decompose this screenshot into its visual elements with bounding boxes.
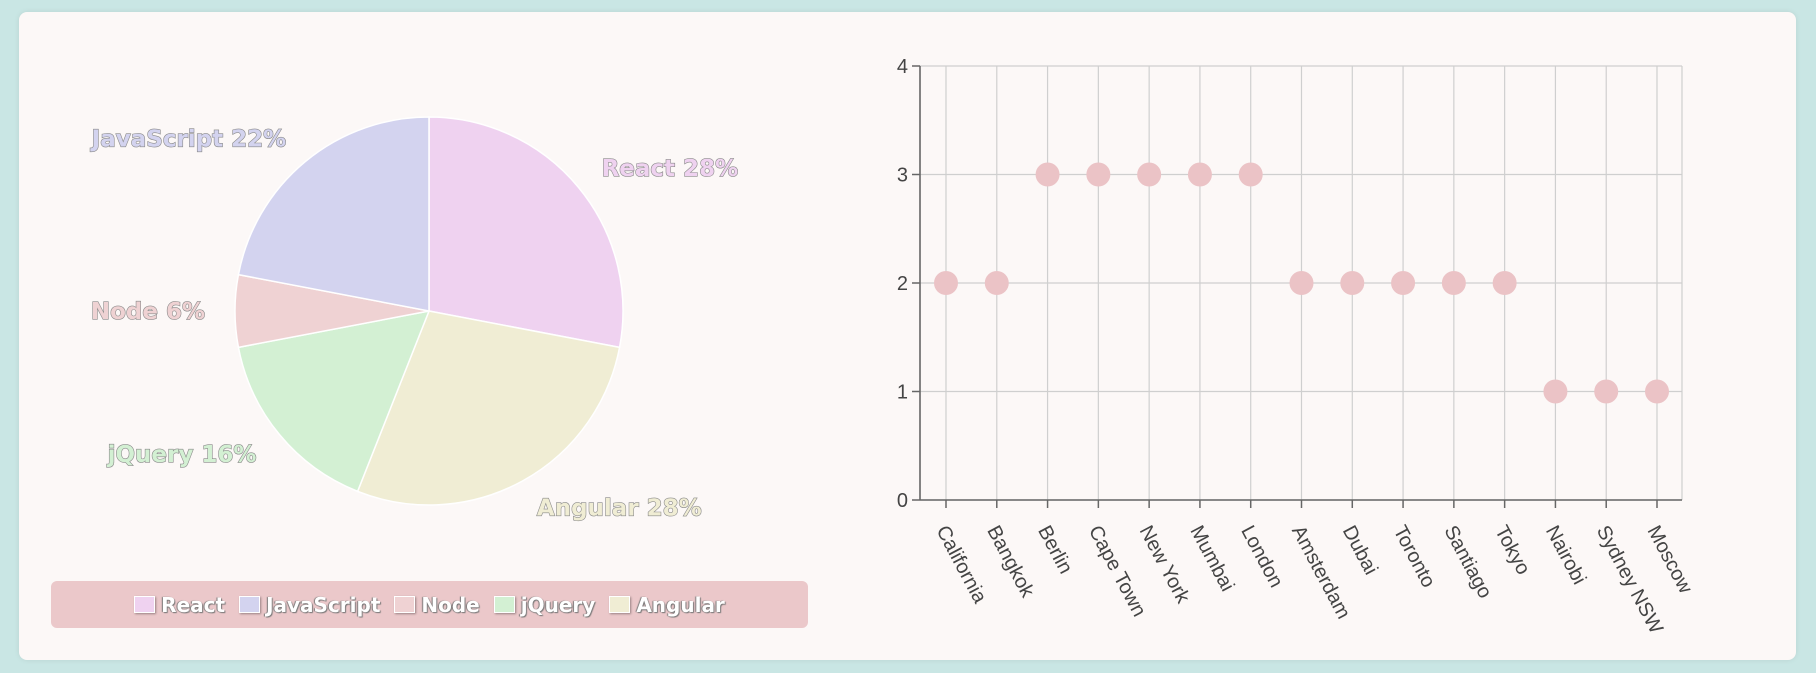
pie-label-node: Node 6%	[91, 299, 205, 325]
legend-swatch	[239, 596, 261, 613]
legend-swatch	[394, 596, 416, 613]
legend-item-jquery[interactable]: jQuery	[493, 592, 596, 617]
x-tick-label-berlin: Berlin	[1033, 522, 1076, 577]
legend-label: Node	[421, 592, 480, 617]
pie-legend: React JavaScript Node jQuery Angular	[51, 581, 808, 628]
x-tick-label-london: London	[1236, 522, 1287, 591]
pie-slice-jquery	[237, 310, 431, 493]
y-tick-label: 4	[897, 56, 908, 78]
scatter-point-london[interactable]	[1238, 162, 1263, 187]
scatter-point-santiago[interactable]	[1441, 271, 1466, 295]
scatter-point-dubai[interactable]	[1340, 271, 1365, 295]
legend-item-node[interactable]: Node	[394, 592, 480, 617]
pie-label-jquery: jQuery 16%	[107, 442, 257, 468]
pie-slice-react	[428, 116, 624, 349]
legend-item-javascript[interactable]: JavaScript	[239, 593, 380, 617]
x-tick-label-moscow: Moscow	[1643, 522, 1697, 598]
x-tick-label-toronto: Toronto	[1389, 522, 1440, 591]
scatter-point-cape-town[interactable]	[1086, 162, 1111, 187]
scatter-point-toronto[interactable]	[1391, 271, 1416, 295]
pie-label-angular: Angular 28%	[537, 495, 702, 521]
y-tick-label: 2	[897, 273, 908, 295]
x-tick-label-mumbai: Mumbai	[1186, 522, 1239, 595]
pie-slice-angular	[356, 310, 621, 506]
legend-label: Angular	[636, 592, 725, 617]
pie-slice-javascript	[237, 116, 430, 312]
pie-chart: React 28% Angular 28% jQuery 16% Node 6% Jav…	[89, 116, 739, 522]
scatter-point-bangkok[interactable]	[984, 271, 1009, 295]
y-tick-label: 1	[897, 382, 908, 404]
x-tick-label-tokyo: Tokyo	[1490, 522, 1534, 578]
pie-label-javascript: JavaScript 22%	[90, 126, 287, 152]
x-tick-label-dubai: Dubai	[1338, 522, 1382, 578]
scatter-point-sydney-nsw[interactable]	[1594, 379, 1619, 404]
scatter-point-amsterdam[interactable]	[1289, 271, 1314, 295]
scatter-point-new-york[interactable]	[1137, 162, 1162, 187]
scatter-point-tokyo[interactable]	[1492, 271, 1517, 295]
x-tick-label-bangkok: Bangkok	[982, 522, 1038, 602]
legend-label: JavaScript	[266, 592, 381, 617]
legend-label: React	[161, 592, 226, 617]
y-tick-label: 0	[897, 490, 908, 512]
x-tick-label-santiago: Santiago	[1439, 522, 1495, 602]
legend-swatch	[609, 596, 631, 613]
x-tick-label-new-york: New York	[1135, 522, 1195, 608]
scatter-point-nairobi[interactable]	[1543, 379, 1568, 404]
scatter-point-california[interactable]	[934, 271, 958, 295]
legend-swatch	[134, 596, 156, 613]
pie-label-react: React 28%	[602, 156, 739, 182]
y-tick-label: 3	[897, 165, 908, 187]
x-tick-label-nairobi: Nairobi	[1541, 522, 1590, 588]
scatter-point-moscow[interactable]	[1645, 379, 1669, 404]
legend-label: jQuery	[520, 592, 596, 617]
scatter-point-berlin[interactable]	[1035, 162, 1060, 187]
legend-item-react[interactable]: React	[134, 593, 225, 617]
legend-swatch	[493, 596, 515, 613]
x-tick-label-california: California	[932, 522, 991, 608]
legend-item-angular[interactable]: Angular	[609, 593, 725, 617]
scatter-point-mumbai[interactable]	[1187, 162, 1212, 187]
